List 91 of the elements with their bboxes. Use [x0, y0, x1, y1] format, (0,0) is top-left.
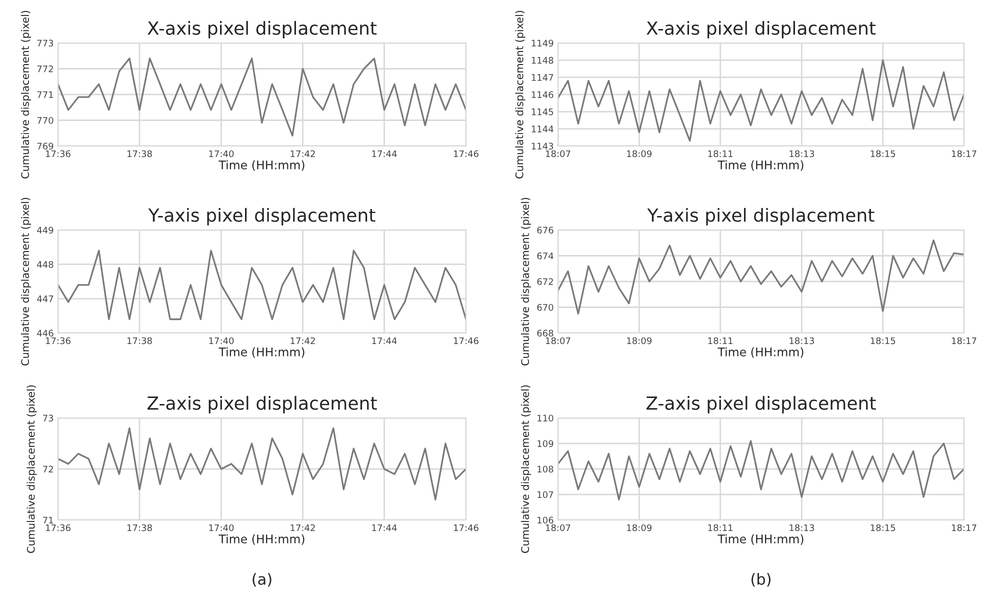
y-tick-label: 72 — [43, 466, 53, 472]
x-tick-label: 18:07 — [546, 150, 570, 158]
x-tick-label: 18:11 — [708, 337, 732, 344]
x-tick-label: 17:38 — [127, 337, 152, 344]
y-tick-label: 1144 — [532, 126, 554, 132]
chart-title: Z-axis pixel displacement — [148, 396, 377, 414]
chart-title: X-axis pixel displacement — [646, 20, 876, 38]
x-tick-label: 17:44 — [372, 150, 397, 158]
y-tick-label: 1145 — [532, 108, 554, 116]
line-series — [58, 427, 466, 500]
chart-title: Y-axis pixel displacement — [647, 208, 874, 226]
y-tick-label: 1143 — [532, 142, 554, 150]
y-axis-title: Cumulative displacement (pixel) — [520, 385, 532, 553]
y-axis-title: Cumulative displacement (pixel) — [515, 10, 526, 178]
y-axis-title: Cumulative displacement (pixel) — [26, 385, 37, 553]
y-tick-label: 770 — [37, 116, 54, 124]
y-tick-label: 773 — [37, 40, 54, 47]
y-tick-label: 1146 — [532, 91, 554, 98]
x-tick-label: 17:38 — [127, 524, 152, 532]
y-tick-label: 772 — [37, 65, 53, 72]
x-tick-label: 17:40 — [209, 337, 234, 344]
y-tick-label: 73 — [43, 414, 54, 422]
x-tick-label: 17:44 — [372, 524, 397, 532]
x-tick-label: 18:07 — [546, 524, 570, 532]
x-tick-label: 17:40 — [209, 150, 234, 158]
x-tick-label: 17:42 — [290, 524, 315, 532]
chart-title: Y-axis pixel displacement — [148, 208, 376, 226]
y-tick-label: 106 — [538, 516, 554, 524]
x-tick-label: 18:17 — [952, 150, 976, 158]
x-tick-label: 18:15 — [870, 150, 896, 158]
y-tick-label: 1149 — [532, 40, 554, 47]
x-tick-label: 17:44 — [372, 337, 397, 344]
y-tick-label: 1147 — [532, 74, 554, 81]
y-tick-label: 448 — [37, 261, 54, 268]
x-axis-title: Time (HH:mm) — [218, 347, 304, 358]
x-tick-label: 17:46 — [454, 150, 478, 158]
y-axis-title: Cumulative displacement (pixel) — [520, 198, 532, 366]
y-tick-label: 771 — [37, 91, 53, 98]
x-tick-label: 18:09 — [627, 150, 652, 158]
y-tick-label: 449 — [37, 226, 54, 234]
x-tick-label: 18:15 — [870, 524, 896, 532]
line-series — [58, 250, 466, 320]
x-axis-title: Time (HH:mm) — [718, 347, 804, 358]
y-axis-title: Cumulative displacement (pixel) — [20, 198, 32, 366]
y-tick-label: 668 — [537, 330, 554, 337]
x-tick-label: 17:46 — [454, 337, 478, 344]
text: (a) — [252, 573, 272, 587]
chart-title: Z-axis pixel displacement — [646, 396, 876, 414]
x-axis-title: Time (HH:mm) — [718, 534, 804, 545]
x-tick-label: 18:17 — [952, 524, 976, 532]
x-tick-label: 18:17 — [952, 337, 976, 344]
y-tick-label: 670 — [537, 304, 554, 311]
y-tick-label: 108 — [538, 466, 554, 473]
x-tick-label: 18:07 — [546, 337, 570, 344]
x-tick-label: 17:40 — [209, 524, 234, 532]
x-tick-label: 17:36 — [46, 150, 70, 158]
x-tick-label: 17:38 — [127, 150, 152, 158]
y-tick-label: 446 — [37, 330, 54, 337]
y-tick-label: 71 — [43, 516, 53, 524]
x-tick-label: 17:42 — [290, 150, 315, 158]
x-axis-title: Time (HH:mm) — [218, 160, 304, 171]
x-tick-label: 17:36 — [46, 337, 70, 344]
chart-title: X-axis pixel displacement — [148, 20, 377, 38]
x-tick-label: 18:13 — [790, 524, 814, 532]
x-tick-label: 18:09 — [627, 337, 652, 344]
y-tick-label: 107 — [538, 491, 554, 498]
x-tick-label: 18:11 — [708, 524, 732, 532]
line-series — [58, 58, 466, 137]
y-tick-label: 672 — [537, 278, 553, 286]
y-axis-title: Cumulative displacement (pixel) — [20, 10, 32, 178]
y-tick-label: 110 — [538, 414, 554, 422]
x-tick-label: 18:09 — [627, 524, 652, 532]
y-tick-label: 676 — [537, 226, 554, 234]
text: (b) — [752, 573, 770, 587]
y-tick-label: 674 — [537, 252, 554, 260]
line-series — [558, 59, 964, 142]
x-tick-label: 17:42 — [290, 337, 315, 344]
x-tick-label: 18:13 — [790, 150, 814, 158]
y-tick-label: 447 — [37, 296, 54, 302]
y-tick-label: 769 — [37, 142, 54, 150]
x-tick-label: 18:15 — [870, 337, 896, 344]
line-series — [558, 440, 964, 500]
x-tick-label: 18:13 — [790, 337, 814, 344]
y-tick-label: 109 — [538, 440, 554, 448]
x-tick-label: 18:11 — [708, 150, 732, 158]
x-axis-title: Time (HH:mm) — [218, 534, 304, 545]
x-axis-title: Time (HH:mm) — [718, 160, 804, 171]
x-tick-label: 17:36 — [46, 524, 70, 532]
x-tick-label: 17:46 — [454, 524, 478, 532]
y-tick-label: 1148 — [532, 56, 554, 64]
line-series — [558, 239, 964, 315]
